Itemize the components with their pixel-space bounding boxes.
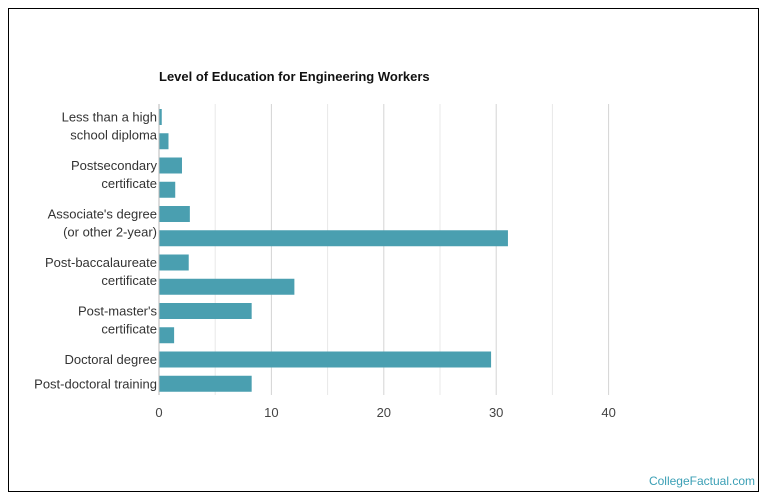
bar[interactable] (159, 230, 508, 247)
bar[interactable] (159, 181, 176, 198)
x-tick-label: 20 (377, 405, 391, 420)
bar[interactable] (159, 303, 252, 319)
gridlines (158, 104, 610, 395)
x-tick-label: 0 (155, 405, 162, 420)
credit-link[interactable]: CollegeFactual.com (649, 474, 755, 488)
category-label: Postsecondary certificate (71, 158, 157, 191)
bar[interactable] (159, 351, 492, 368)
category-label: Associate's degree (or other 2-year) (48, 207, 157, 240)
category-labels: Less than a high school diploma Postsecond… (34, 110, 158, 392)
category-label: Post-master's certificate (78, 304, 158, 337)
bar[interactable] (159, 254, 189, 271)
bar[interactable] (159, 327, 175, 344)
bar[interactable] (159, 206, 190, 222)
x-tick-label: 30 (489, 405, 503, 420)
bar[interactable] (159, 157, 182, 174)
x-axis-ticks: 0 10 20 30 40 (155, 405, 615, 420)
category-label: Less than a high school diploma (62, 110, 158, 143)
bars (159, 109, 508, 392)
x-tick-label: 10 (264, 405, 278, 420)
category-label: Post-doctoral training (34, 376, 157, 391)
bar[interactable] (159, 133, 169, 150)
x-tick-label: 40 (601, 405, 615, 420)
category-label: Post-baccalaureate certificate (45, 255, 157, 288)
bar[interactable] (159, 375, 252, 392)
bar[interactable] (159, 278, 295, 295)
bar[interactable] (159, 109, 162, 125)
category-label: Doctoral degree (65, 352, 158, 367)
chart-title: Level of Education for Engineering Worke… (159, 69, 430, 84)
